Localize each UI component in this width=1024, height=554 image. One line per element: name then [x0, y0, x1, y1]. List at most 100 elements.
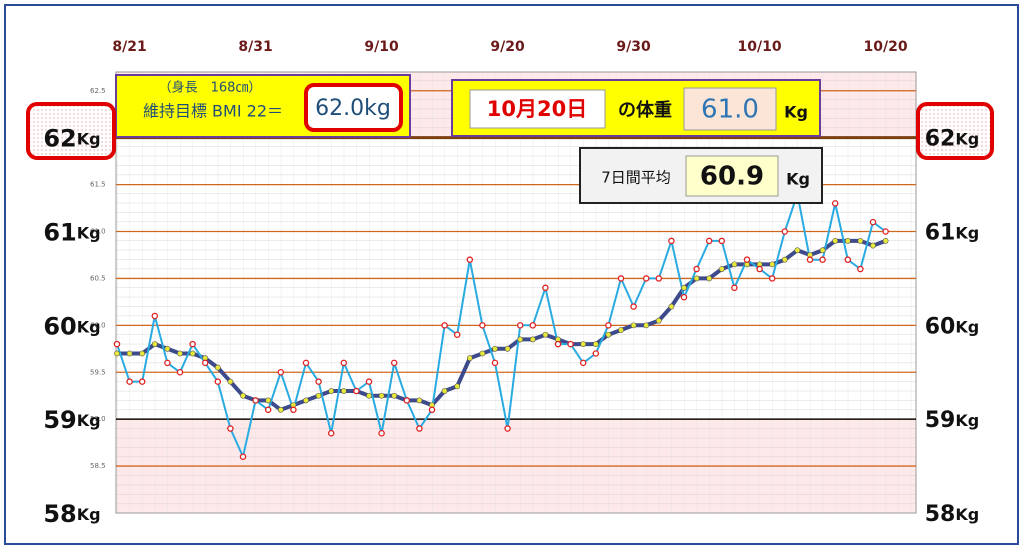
y-tick-label-left: 58Kg — [43, 500, 100, 528]
weight-point — [353, 387, 360, 395]
weight-point — [668, 237, 675, 245]
weight-point — [857, 265, 864, 273]
tick-number: 61 — [925, 221, 956, 246]
weight-point — [605, 322, 612, 329]
tick-number: 62 — [43, 125, 76, 153]
average-point — [151, 341, 158, 348]
average-value: 60.9 — [700, 162, 764, 192]
weight-point — [315, 378, 322, 385]
weight-point — [201, 359, 209, 367]
average-point — [781, 256, 788, 263]
y-tick-label-right: 58Kg — [925, 502, 979, 527]
average-point — [139, 350, 146, 357]
tick-number: 58 — [43, 500, 76, 528]
average-point — [794, 247, 801, 254]
today-label: の体重 — [618, 99, 672, 121]
average-label: 7日間平均 — [601, 169, 671, 187]
y-minor-tick-label: 61.5 — [90, 181, 106, 189]
weight-point — [340, 359, 348, 367]
average-point — [882, 237, 889, 244]
y-minor-tick-label: 59.0 — [90, 415, 106, 423]
weight-point — [617, 275, 625, 282]
weight-point — [882, 228, 889, 235]
average-point — [706, 275, 713, 282]
average-point — [391, 392, 398, 399]
average-point — [479, 350, 486, 357]
weight-point — [252, 397, 259, 404]
today-value: 61.0 — [701, 95, 759, 125]
weight-point — [680, 293, 688, 301]
x-tick-label: 10/20 — [864, 39, 908, 55]
target-value-box — [304, 83, 403, 132]
average-point — [214, 364, 221, 371]
today-date: 10月20日 — [487, 97, 587, 121]
weight-point — [126, 378, 133, 385]
tick-unit: Kg — [955, 129, 979, 148]
weight-point — [491, 359, 499, 367]
tick-unit: Kg — [955, 223, 979, 242]
weight-point — [554, 340, 562, 348]
weight-point — [768, 275, 776, 282]
average-point — [454, 383, 461, 390]
weight-point — [731, 284, 738, 292]
average-point — [592, 341, 599, 348]
weight-point — [189, 340, 196, 348]
y-tick-label-left: 60Kg — [43, 312, 100, 340]
average-point — [114, 350, 120, 357]
bmi-label: 維持目標 BMI 22＝ — [143, 102, 283, 121]
target-callout-right — [916, 102, 994, 160]
y-tick-label-right: 61Kg — [925, 221, 979, 246]
x-tick-label: 8/31 — [238, 39, 272, 55]
weight-point — [264, 406, 272, 414]
weight-point — [479, 322, 486, 329]
y-tick-label-right: 59Kg — [925, 408, 979, 433]
weight-point — [693, 265, 700, 273]
weight-point — [378, 429, 385, 437]
weight-point — [151, 312, 159, 320]
tick-unit: Kg — [77, 505, 101, 524]
average-point — [164, 345, 171, 352]
average-point — [668, 303, 675, 310]
average-point — [441, 388, 448, 394]
weight-point — [302, 359, 310, 367]
weight-point — [743, 256, 751, 263]
weight-point — [214, 378, 222, 385]
weight-point — [655, 275, 663, 282]
x-tick-label: 9/10 — [364, 39, 399, 55]
average-value-box — [685, 155, 779, 197]
tick-number: 59 — [43, 406, 76, 434]
x-tick-label: 9/20 — [490, 39, 525, 55]
tick-number: 58 — [925, 502, 956, 527]
weight-point — [781, 228, 789, 235]
average-point — [870, 242, 876, 249]
average-point — [618, 327, 624, 333]
page-border — [4, 4, 1019, 545]
y-tick-label-left: 61Kg — [43, 219, 100, 247]
average-point — [504, 345, 511, 352]
tick-number: 62 — [925, 127, 956, 152]
weight-point — [277, 369, 285, 376]
tick-unit: Kg — [955, 317, 979, 336]
y-tick-label-left: 59Kg — [43, 406, 100, 434]
today-unit: Kg — [784, 103, 808, 122]
weight-point — [529, 322, 537, 329]
weight-point — [831, 200, 839, 207]
weight-point — [227, 425, 234, 432]
y-minor-tick-label: 60.0 — [90, 321, 106, 329]
weight-point — [844, 256, 852, 263]
weight-point — [466, 256, 474, 263]
weight-point — [416, 425, 423, 432]
average-point — [378, 392, 385, 399]
x-tick-label: 10/10 — [738, 39, 782, 55]
average-point — [643, 322, 650, 329]
average-point — [693, 275, 700, 282]
tick-number: 61 — [43, 219, 76, 247]
y-minor-tick-label: 59.5 — [90, 368, 106, 376]
weight-point — [756, 265, 763, 273]
weight-point — [390, 359, 398, 367]
y-tick-label-right: 62Kg — [925, 127, 979, 152]
average-point — [189, 350, 196, 357]
weight-point — [365, 378, 373, 385]
average-point — [227, 378, 234, 385]
